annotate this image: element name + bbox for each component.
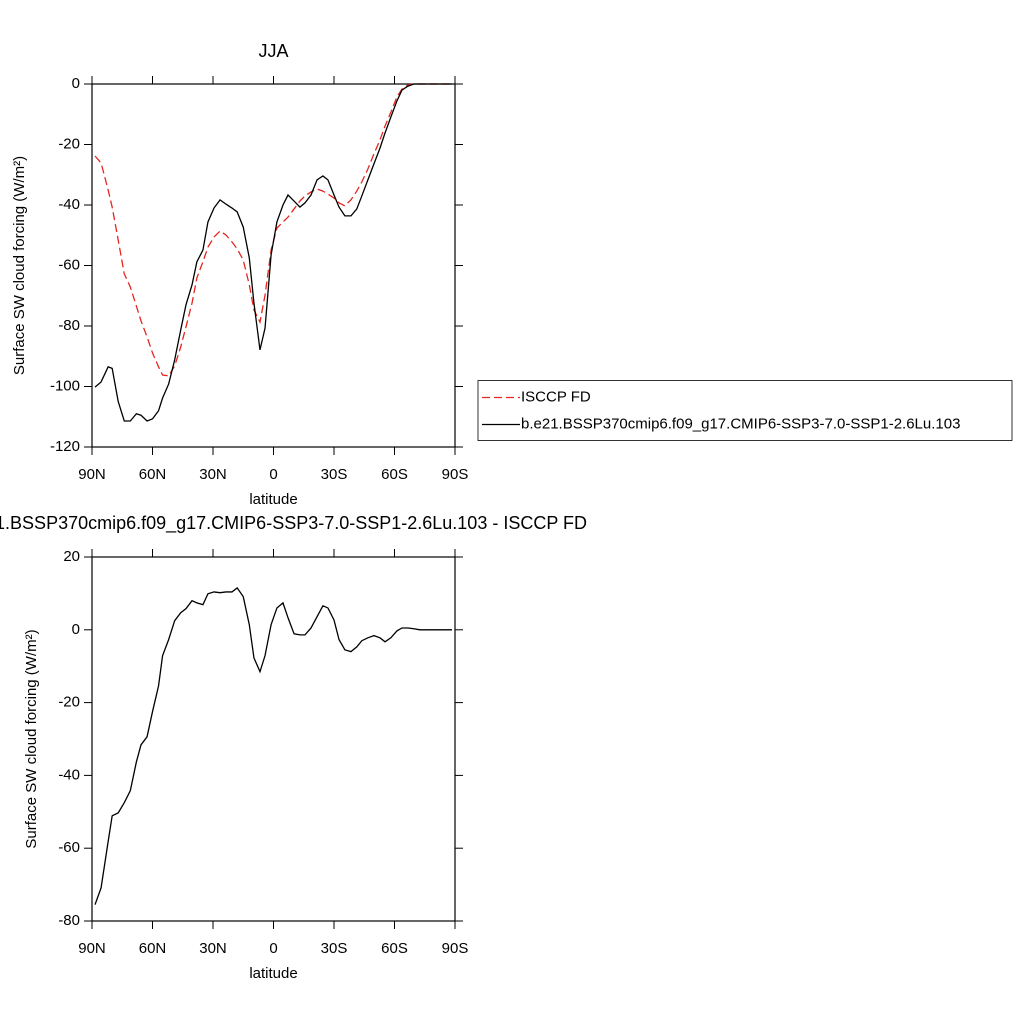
y-tick-label: -40 xyxy=(58,196,80,213)
x-tick-label: 90N xyxy=(78,940,106,957)
data-line xyxy=(94,83,452,422)
y-tick-label: 0 xyxy=(72,75,80,92)
x-tick-label: 60N xyxy=(139,466,167,483)
y-tick-label: -120 xyxy=(50,438,80,455)
y-axis-label: Surface SW cloud forcing (W/m²) xyxy=(11,156,28,375)
plot-frame xyxy=(91,556,456,922)
y-tick-label: 20 xyxy=(63,548,80,565)
y-tick-label: -100 xyxy=(50,377,80,394)
y-tick-label: -80 xyxy=(58,317,80,334)
y-tick-label: 0 xyxy=(72,621,80,638)
data-line xyxy=(94,587,452,905)
y-tick-label: -80 xyxy=(58,912,80,929)
x-tick-label: 30N xyxy=(199,940,227,957)
x-tick-label: 60N xyxy=(139,940,167,957)
x-tick-label: 90N xyxy=(78,466,106,483)
y-tick-label: -20 xyxy=(58,694,80,711)
data-line xyxy=(94,83,452,377)
legend-label: ISCCP FD xyxy=(521,388,591,405)
x-tick-label: 30S xyxy=(321,940,348,957)
x-axis-label: latitude xyxy=(249,491,297,508)
x-tick-label: 90S xyxy=(442,466,469,483)
y-tick-label: -20 xyxy=(58,135,80,152)
y-axis-label: Surface SW cloud forcing (W/m²) xyxy=(23,629,40,848)
y-tick-label: -40 xyxy=(58,766,80,783)
y-tick-label: -60 xyxy=(58,256,80,273)
plot-frame xyxy=(91,83,456,448)
x-axis-label: latitude xyxy=(249,965,297,982)
legend-box xyxy=(477,380,1013,441)
legend-label: b.e21.BSSP370cmip6.f09_g17.CMIP6-SSP3-7.… xyxy=(521,415,960,432)
x-tick-label: 90S xyxy=(442,940,469,957)
x-tick-label: 60S xyxy=(381,466,408,483)
x-tick-label: 30S xyxy=(321,466,348,483)
x-tick-label: 0 xyxy=(269,940,277,957)
chart-title: JJA xyxy=(258,41,288,61)
x-tick-label: 60S xyxy=(381,940,408,957)
y-tick-label: -60 xyxy=(58,839,80,856)
x-tick-label: 30N xyxy=(199,466,227,483)
x-tick-label: 0 xyxy=(269,466,277,483)
chart-title: b.e21.BSSP370cmip6.f09_g17.CMIP6-SSP3-7.… xyxy=(0,513,587,534)
